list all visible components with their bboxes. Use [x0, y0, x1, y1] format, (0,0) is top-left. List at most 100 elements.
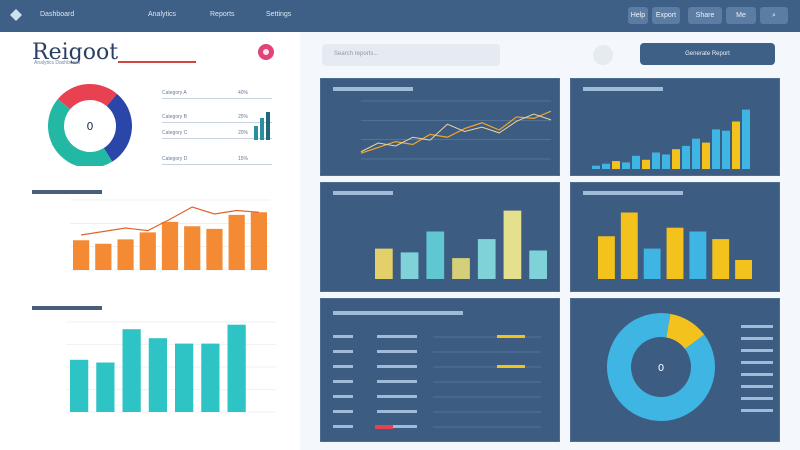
blue-bars-panel [570, 78, 780, 176]
chart-title-placeholder [32, 190, 102, 194]
row-label [333, 380, 353, 383]
nav-item-settings[interactable]: Settings [266, 11, 292, 18]
legend-label: Category B [162, 114, 188, 120]
row-progress [497, 335, 525, 338]
donut-chart-small: 0 [48, 84, 132, 166]
search-bar[interactable]: Search reports... [322, 44, 500, 66]
orange-bar-1 [95, 243, 112, 270]
legend-divider [162, 164, 272, 165]
teal-bar-2 [122, 329, 141, 412]
line-series-1 [360, 113, 552, 153]
row-label [333, 425, 353, 428]
blue-bar-15 [742, 109, 750, 169]
share-button[interactable]: Share [688, 7, 722, 24]
mid-b-bar-4 [689, 231, 707, 279]
panel-title [583, 191, 683, 195]
teal-bar-1 [96, 362, 115, 412]
donut-chart-large: 0 [607, 313, 773, 421]
nav-item-reports[interactable]: Reports [210, 11, 235, 18]
blue-bar-chart [583, 87, 750, 169]
chart-title-placeholder [32, 306, 102, 310]
blue-bar-12 [712, 129, 720, 169]
legend-row [741, 409, 773, 412]
blue-bar-4 [632, 155, 640, 169]
donut-slice-0 [666, 313, 705, 350]
row-label [377, 365, 417, 368]
mini-bar-2 [266, 112, 270, 140]
legend-label: Category D [162, 156, 188, 162]
mini-bar-1 [260, 118, 264, 140]
mini-bar-0 [254, 126, 258, 140]
donut-slice-2 [48, 99, 113, 166]
orange-bar-6 [206, 228, 223, 270]
export-button[interactable]: Export [652, 7, 680, 24]
mid-a-bar-6 [529, 250, 547, 279]
nav-item-analytics[interactable]: Analytics [148, 11, 177, 18]
row-label [333, 335, 353, 338]
mid-b-bar-1 [620, 212, 638, 279]
row-label [333, 395, 353, 398]
legend-row [741, 361, 773, 364]
teal-bar-4 [175, 343, 194, 412]
row-label [377, 395, 417, 398]
donut-center-label: 0 [658, 363, 664, 374]
blue-bar-3 [622, 162, 630, 169]
generate-report-button[interactable]: Generate Report [640, 43, 775, 65]
teal-bar-5 [201, 343, 220, 412]
row-label [333, 365, 353, 368]
row-highlight [375, 425, 393, 429]
title-underline [118, 61, 196, 63]
legend-row [741, 397, 773, 400]
blue-bar-2 [612, 161, 620, 169]
nav-item-dashboard[interactable]: Dashboard [40, 11, 75, 18]
row-label [377, 425, 417, 428]
blue-bar-10 [692, 138, 700, 169]
notification-icon[interactable] [258, 44, 274, 60]
help-button[interactable]: Help [628, 7, 648, 24]
teal-bar-3 [148, 338, 167, 412]
legend-label: Category C [162, 130, 188, 136]
blue-bar-11 [702, 142, 710, 169]
row-label [377, 380, 417, 383]
orange-bar-4 [161, 221, 179, 270]
line-series-2 [360, 110, 552, 154]
blue-bar-14 [732, 121, 740, 169]
orange-bar-7 [228, 214, 245, 270]
user-button[interactable]: Me [726, 7, 756, 24]
legend-row [741, 373, 773, 376]
logo-icon [10, 9, 22, 21]
row-label [333, 350, 353, 353]
mid-b-bar-3 [666, 227, 684, 279]
donut-slice-1 [103, 93, 132, 162]
legend-row [741, 325, 773, 328]
line-chart [333, 87, 552, 160]
mid-a-bar-3 [452, 258, 470, 279]
teal-bar-chart [32, 306, 276, 413]
orange-bar-3 [139, 232, 156, 270]
search-icon-button[interactable]: ⌕ [760, 7, 788, 24]
legend-divider [162, 98, 272, 99]
settings-icon[interactable] [593, 45, 613, 65]
teal-bar-0 [70, 359, 89, 412]
legend-value: 40% [238, 90, 249, 96]
bar-chart-a [333, 191, 547, 279]
donut-slice-1 [607, 313, 715, 421]
orange-bar-8 [250, 212, 267, 270]
panel-title [333, 191, 393, 195]
line-chart-panel [320, 78, 560, 176]
panel-title [333, 311, 463, 315]
blue-bar-0 [592, 165, 600, 169]
donut-slice-0 [57, 84, 117, 110]
mid-b-bar-2 [643, 248, 661, 279]
mid-bars-panel-b [570, 182, 780, 292]
row-label [377, 350, 417, 353]
panel-title [583, 87, 663, 91]
legend-value: 20% [238, 130, 249, 136]
teal-bar-6 [227, 324, 246, 412]
blue-bar-5 [642, 159, 650, 169]
legend-row [741, 385, 773, 388]
mid-a-bar-2 [426, 231, 445, 279]
blue-bar-6 [652, 152, 660, 169]
search-input[interactable]: Search reports... [334, 51, 379, 57]
legend-divider [162, 122, 272, 123]
